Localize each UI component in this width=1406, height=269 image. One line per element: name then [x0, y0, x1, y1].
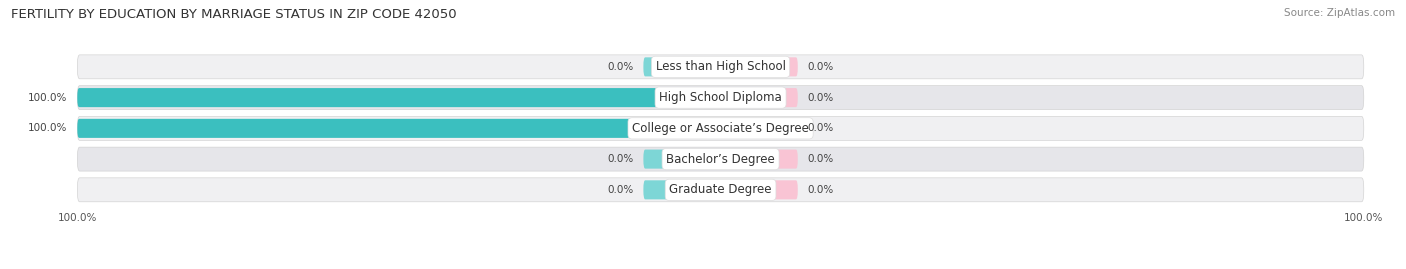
FancyBboxPatch shape: [77, 88, 721, 107]
Text: 100.0%: 100.0%: [28, 93, 67, 102]
Text: 0.0%: 0.0%: [807, 93, 834, 102]
Text: 0.0%: 0.0%: [807, 62, 834, 72]
FancyBboxPatch shape: [644, 57, 721, 76]
FancyBboxPatch shape: [644, 150, 721, 169]
FancyBboxPatch shape: [721, 119, 797, 138]
Text: Graduate Degree: Graduate Degree: [669, 183, 772, 196]
Text: High School Diploma: High School Diploma: [659, 91, 782, 104]
Text: 0.0%: 0.0%: [807, 185, 834, 195]
Text: 0.0%: 0.0%: [607, 62, 634, 72]
FancyBboxPatch shape: [644, 180, 721, 199]
Text: College or Associate’s Degree: College or Associate’s Degree: [633, 122, 808, 135]
Text: 0.0%: 0.0%: [807, 123, 834, 133]
FancyBboxPatch shape: [77, 147, 1364, 171]
Text: 100.0%: 100.0%: [28, 123, 67, 133]
FancyBboxPatch shape: [77, 178, 1364, 202]
Text: Less than High School: Less than High School: [655, 60, 786, 73]
Legend: Married, Unmarried: Married, Unmarried: [643, 266, 799, 269]
FancyBboxPatch shape: [721, 180, 797, 199]
Text: 0.0%: 0.0%: [807, 154, 834, 164]
Text: 0.0%: 0.0%: [607, 185, 634, 195]
FancyBboxPatch shape: [721, 88, 797, 107]
FancyBboxPatch shape: [77, 86, 1364, 109]
FancyBboxPatch shape: [77, 116, 1364, 140]
FancyBboxPatch shape: [77, 119, 721, 138]
FancyBboxPatch shape: [77, 55, 1364, 79]
Text: Source: ZipAtlas.com: Source: ZipAtlas.com: [1284, 8, 1395, 18]
FancyBboxPatch shape: [721, 150, 797, 169]
Text: FERTILITY BY EDUCATION BY MARRIAGE STATUS IN ZIP CODE 42050: FERTILITY BY EDUCATION BY MARRIAGE STATU…: [11, 8, 457, 21]
Text: 0.0%: 0.0%: [607, 154, 634, 164]
FancyBboxPatch shape: [721, 57, 797, 76]
Text: Bachelor’s Degree: Bachelor’s Degree: [666, 153, 775, 166]
